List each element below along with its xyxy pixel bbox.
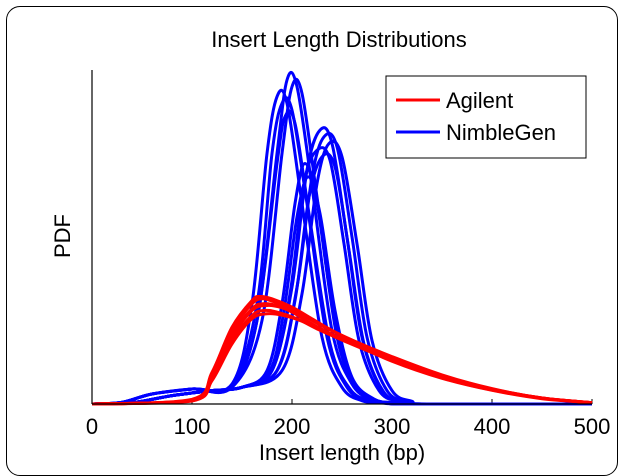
chart-title: Insert Length Distributions [211, 27, 467, 52]
y-axis-label: PDF [50, 214, 75, 258]
x-axis-label: Insert length (bp) [259, 440, 425, 465]
x-tick-label: 300 [374, 414, 411, 439]
legend-label-nimblegen: NimbleGen [446, 120, 556, 145]
x-tick-label: 500 [574, 414, 611, 439]
x-tick-label: 400 [474, 414, 511, 439]
series-line-agilent [91, 294, 593, 406]
x-tick-label: 0 [86, 414, 98, 439]
legend-label-agilent: Agilent [446, 88, 513, 113]
legend-box [385, 75, 587, 159]
x-tick-label: 100 [174, 414, 211, 439]
x-tick-label: 200 [274, 414, 311, 439]
legend: Agilent NimbleGen [385, 75, 587, 159]
series-line-nimblegen [91, 175, 592, 406]
series-line-agilent [91, 312, 593, 406]
plot-lines [91, 71, 593, 406]
x-axis-ticks: 0 100 200 300 400 500 [86, 399, 610, 439]
chart: Insert Length Distributions PDF Insert l… [50, 27, 610, 465]
